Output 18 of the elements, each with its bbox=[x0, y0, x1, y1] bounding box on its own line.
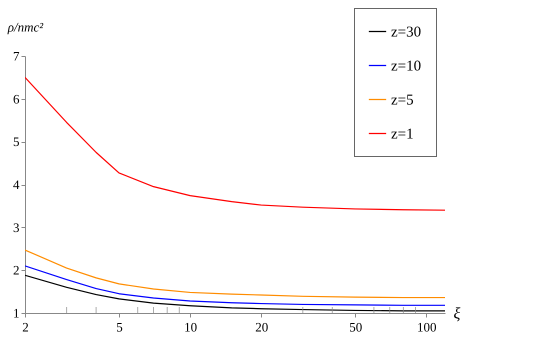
legend-label: z=10 bbox=[391, 58, 422, 74]
y-tick-label: 6 bbox=[13, 91, 20, 106]
y-tick-label: 3 bbox=[13, 220, 20, 235]
y-tick-label: 2 bbox=[13, 262, 20, 278]
legend-label: z=30 bbox=[391, 24, 422, 40]
x-tick-label: 10 bbox=[184, 320, 198, 334]
legend-label: z=1 bbox=[391, 126, 414, 142]
y-tick-label: 7 bbox=[13, 48, 20, 64]
x-tick-label: 20 bbox=[255, 320, 268, 334]
y-axis-title: ρ/nmc² bbox=[6, 20, 44, 34]
x-tick-label: 100 bbox=[417, 320, 437, 334]
x-axis-title: ξ bbox=[454, 306, 460, 322]
y-tick-label: 5 bbox=[13, 134, 20, 150]
y-tick-label: 1 bbox=[13, 306, 20, 320]
x-tick-label: 5 bbox=[116, 320, 123, 334]
legend-label: z=5 bbox=[391, 92, 414, 108]
y-tick-label: 4 bbox=[13, 177, 20, 192]
x-tick-label: 50 bbox=[349, 320, 362, 334]
